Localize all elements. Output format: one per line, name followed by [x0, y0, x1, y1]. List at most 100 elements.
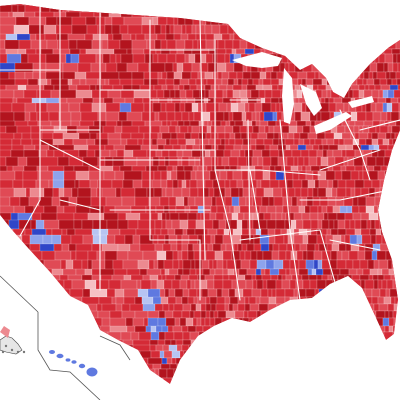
county-cell — [205, 275, 214, 280]
county-cell — [24, 145, 35, 150]
county-cell — [313, 85, 318, 90]
county-cell — [271, 79, 279, 85]
county-cell — [333, 206, 340, 213]
county-cell — [340, 0, 349, 5]
county-cell — [256, 188, 264, 197]
county-cell — [310, 139, 315, 145]
county-cell — [270, 150, 279, 157]
county-cell — [290, 213, 294, 220]
county-cell — [171, 244, 177, 251]
county-cell — [222, 157, 229, 166]
county-cell — [164, 90, 170, 98]
county-cell — [91, 197, 106, 207]
county-cell — [342, 12, 350, 17]
county-cell — [251, 133, 258, 139]
county-cell — [392, 126, 400, 133]
county-cell — [225, 40, 233, 49]
county-cell — [210, 12, 216, 17]
county-cell — [302, 197, 307, 206]
county-cell — [270, 166, 275, 171]
county-cell — [49, 112, 59, 121]
county-cell — [381, 166, 387, 171]
county-cell — [250, 260, 257, 269]
county-cell — [345, 220, 350, 229]
county-cell — [342, 171, 351, 180]
county-cell — [334, 0, 340, 5]
county-cell — [339, 63, 343, 72]
county-cell — [296, 220, 303, 229]
county-cell — [177, 133, 185, 139]
county-cell — [382, 280, 387, 289]
county-cell — [294, 103, 302, 112]
county-cell — [273, 188, 282, 197]
county-cell — [195, 139, 200, 145]
county-cell — [69, 103, 80, 112]
county-cell — [210, 297, 217, 304]
county-cell — [327, 150, 333, 157]
county-cell — [167, 85, 174, 90]
county-cell — [340, 269, 349, 275]
county-cell — [359, 34, 368, 40]
county-cell — [323, 145, 329, 150]
county-cell — [382, 235, 390, 244]
county-cell — [390, 197, 399, 206]
county-cell — [171, 340, 176, 345]
county-cell — [200, 5, 206, 12]
county-cell — [264, 139, 273, 145]
county-cell — [260, 297, 269, 304]
county-cell — [222, 79, 228, 85]
county-cell — [152, 139, 157, 145]
county-cell — [250, 180, 257, 188]
county-cell — [189, 275, 198, 280]
county-cell — [189, 112, 194, 121]
county-cell — [315, 139, 322, 145]
county-cell — [364, 180, 372, 188]
county-cell — [267, 280, 276, 289]
county-cell — [251, 72, 260, 79]
county-cell — [328, 34, 335, 40]
county-cell — [179, 85, 184, 90]
county-cell — [318, 85, 326, 90]
county-cell — [341, 72, 349, 79]
county-cell — [155, 25, 161, 34]
county-cell — [333, 180, 338, 188]
county-cell — [182, 188, 190, 197]
county-cell — [253, 12, 259, 17]
county-cell — [150, 345, 156, 351]
county-cell — [307, 25, 316, 34]
county-cell — [172, 358, 176, 364]
county-cell — [165, 340, 171, 345]
county-cell — [328, 72, 332, 79]
aleutian-island — [17, 351, 19, 353]
county-cell — [269, 297, 276, 304]
county-cell — [287, 180, 293, 188]
county-cell — [138, 289, 148, 298]
county-cell — [207, 126, 211, 133]
county-cell — [158, 275, 162, 280]
county-cell — [175, 275, 181, 280]
county-cell — [168, 297, 176, 304]
county-cell — [240, 206, 249, 213]
county-cell — [229, 289, 235, 297]
county-cell — [378, 98, 386, 103]
county-cell — [224, 229, 229, 235]
county-cell — [282, 213, 286, 220]
county-cell — [278, 157, 287, 166]
county-cell — [204, 157, 212, 166]
county-cell — [271, 157, 278, 166]
county-cell — [219, 220, 226, 229]
county-cell — [190, 311, 194, 318]
county-cell — [258, 5, 266, 12]
county-cell — [188, 251, 194, 260]
county-cell — [382, 34, 388, 40]
county-cell — [346, 145, 353, 150]
county-cell — [336, 197, 344, 206]
county-cell — [382, 269, 389, 275]
county-cell — [167, 40, 176, 49]
county-cell — [333, 166, 341, 171]
county-cell — [388, 145, 394, 150]
county-cell — [154, 85, 162, 90]
county-cell — [311, 121, 315, 126]
county-cell — [282, 275, 286, 280]
